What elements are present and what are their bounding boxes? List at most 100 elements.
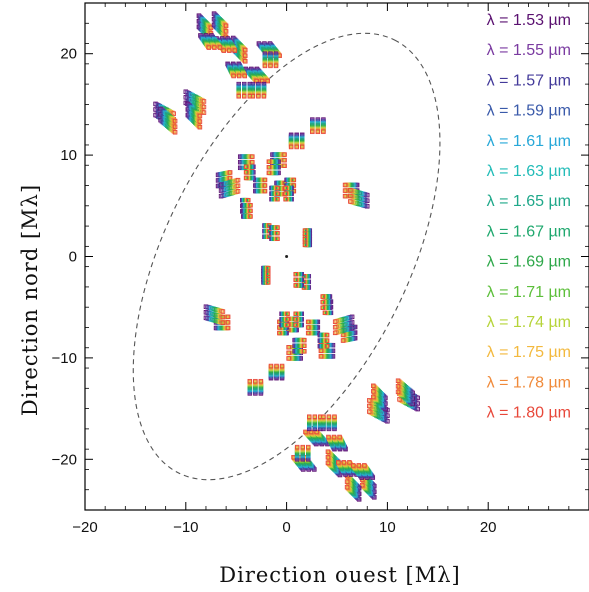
uv-point: [248, 214, 253, 219]
uv-point: [196, 118, 202, 123]
uv-point: [277, 330, 282, 336]
uv-point: [243, 59, 248, 64]
uv-point: [337, 435, 343, 441]
uv-point: [286, 345, 291, 350]
uv-point: [344, 479, 350, 484]
uv-point: [306, 444, 311, 450]
uv-point: [348, 193, 353, 199]
uv-point: [231, 73, 236, 79]
uv-point: [345, 480, 351, 485]
uv-point: [302, 237, 308, 242]
uv-point: [275, 185, 280, 191]
x-axis-label: Direction ouest [Mλ]: [219, 563, 460, 587]
uv-point: [243, 53, 248, 58]
uv-point: [371, 389, 376, 394]
uv-point: [197, 124, 203, 130]
uv-point: [331, 434, 337, 440]
uv-point: [293, 277, 298, 283]
uv-point: [222, 28, 228, 33]
uv-point: [318, 348, 324, 354]
uv-point: [262, 177, 268, 183]
uv-point: [321, 414, 326, 419]
y-tick-label: 10: [60, 147, 77, 164]
uv-point: [225, 325, 231, 331]
uv-point: [243, 170, 249, 175]
uv-point: [325, 449, 331, 454]
uv-point: [273, 63, 279, 69]
uv-point: [337, 434, 342, 440]
uv-point: [291, 177, 297, 183]
uv-point: [395, 389, 401, 395]
uv-point: [367, 409, 372, 414]
uv-point: [350, 463, 356, 468]
axes: −20 −10 0 10 20 −20 −10 0 10 20: [52, 2, 589, 536]
uv-point: [396, 384, 402, 390]
uv-point: [345, 485, 351, 491]
uv-point: [246, 197, 251, 203]
uv-point: [371, 384, 377, 389]
uv-point: [243, 175, 249, 181]
uv-point: [266, 165, 272, 170]
uv-point: [171, 123, 177, 129]
uv-point: [262, 63, 268, 69]
uv-point: [268, 363, 274, 369]
uv-point: [357, 464, 362, 469]
uv-point: [227, 48, 232, 53]
uv-point: [342, 193, 348, 199]
uv-point: [303, 429, 308, 435]
uv-point: [299, 144, 305, 150]
uv-point: [268, 63, 273, 69]
uv-point: [362, 463, 367, 468]
uv-point: [285, 317, 290, 322]
uv-point: [324, 338, 330, 343]
uv-point: [344, 484, 350, 490]
uv-point: [326, 450, 332, 455]
uv-point: [320, 305, 325, 310]
legend-entry: λ = 1.57 µm: [487, 72, 571, 89]
uv-point: [286, 350, 291, 356]
y-axis-label: Direction nord [Mλ]: [18, 184, 42, 416]
uv-point: [342, 461, 347, 466]
uv-point: [264, 77, 270, 83]
uv-point: [250, 154, 255, 159]
uv-point: [322, 310, 328, 316]
uv-point: [206, 45, 212, 50]
legend-entry: λ = 1.63 µm: [487, 163, 571, 180]
uv-point: [312, 414, 318, 419]
uv-point: [265, 78, 271, 84]
uv-point: [302, 231, 308, 236]
uv-point: [266, 277, 271, 282]
uv-point: [283, 196, 288, 202]
uv-point: [300, 444, 305, 450]
uv-point: [172, 118, 178, 124]
uv-point: [242, 72, 247, 78]
uv-point: [293, 271, 298, 277]
uv-point: [367, 403, 372, 409]
uv-point: [371, 390, 377, 395]
uv-point: [235, 183, 241, 188]
uv-point: [248, 203, 253, 208]
uv-point: [235, 177, 241, 183]
uv-point: [197, 119, 203, 124]
uv-point: [326, 434, 331, 440]
uv-point: [259, 77, 264, 83]
uv-point: [321, 129, 326, 135]
uv-point: [172, 130, 178, 135]
legend-entry: λ = 1.65 µm: [487, 193, 571, 210]
x-tick-label: 20: [480, 519, 497, 536]
uv-point: [282, 152, 287, 157]
uv-point: [307, 414, 312, 419]
uv-point: [332, 325, 338, 330]
uv-point: [220, 320, 226, 325]
uv-point: [211, 44, 217, 49]
uv-point: [266, 170, 272, 176]
uv-point: [275, 236, 280, 242]
legend-entry: λ = 1.61 µm: [487, 133, 571, 150]
uv-point: [275, 230, 280, 236]
uv-point: [348, 199, 353, 204]
uv-point: [236, 73, 242, 79]
uv-point: [171, 117, 177, 123]
uv-point: [232, 47, 237, 52]
uv-point: [351, 464, 357, 469]
